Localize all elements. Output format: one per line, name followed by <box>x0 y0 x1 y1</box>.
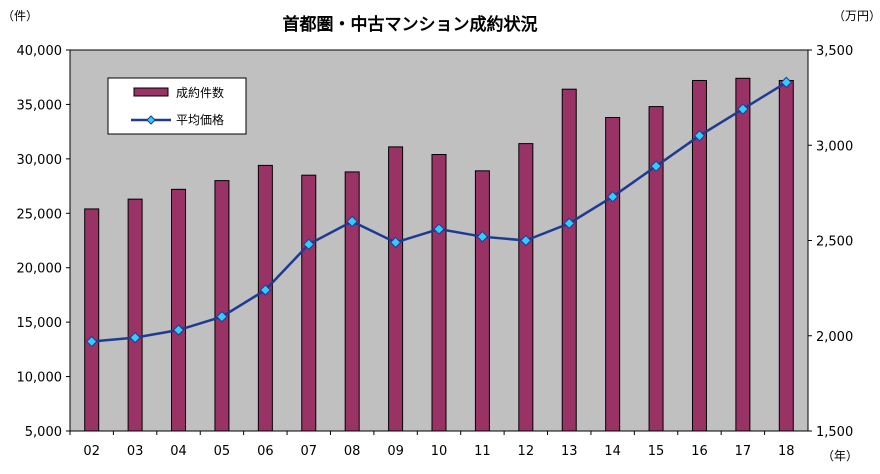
price-point <box>520 234 532 247</box>
x-tick-label: 05 <box>214 444 231 459</box>
price-point <box>563 217 575 230</box>
left-tick-label: 30,000 <box>17 153 63 168</box>
bar <box>301 174 317 432</box>
x-tick-label: 08 <box>344 444 361 459</box>
price-point <box>693 130 706 142</box>
bar <box>778 79 794 432</box>
left-tick-label: 25,000 <box>17 207 63 222</box>
price-point <box>129 331 141 344</box>
left-tick-label: 35,000 <box>17 98 63 113</box>
bar <box>84 208 100 432</box>
price-point <box>172 324 185 336</box>
price-point <box>606 190 619 203</box>
price-point <box>650 160 662 172</box>
bar <box>127 198 143 432</box>
price-point <box>346 215 358 228</box>
bar <box>344 171 360 432</box>
bar <box>691 79 707 432</box>
bar <box>561 88 577 432</box>
legend-label-bars: 成約件数 <box>176 85 224 100</box>
price-point <box>389 236 402 249</box>
x-tick-label: 02 <box>83 444 100 459</box>
legend-label-line: 平均価格 <box>176 112 224 127</box>
bar <box>605 116 621 432</box>
legend: 成約件数 平均価格 <box>107 77 247 135</box>
x-tick-label: 11 <box>474 444 491 459</box>
price-point <box>433 223 445 235</box>
right-tick-label: 2,500 <box>816 235 853 250</box>
left-tick-label: 5,000 <box>25 425 62 440</box>
x-tick-label: 17 <box>735 444 752 459</box>
bar <box>735 77 751 432</box>
x-tick-label: 09 <box>387 444 404 459</box>
right-tick-label: 3,500 <box>816 44 853 59</box>
right-tick-label: 1,500 <box>816 425 853 440</box>
x-tick-label: 06 <box>257 444 274 459</box>
price-point <box>85 335 98 348</box>
right-axis-unit: （万円） <box>833 9 880 23</box>
x-tick-label: 15 <box>648 444 665 459</box>
left-tick-label: 20,000 <box>17 262 63 277</box>
bar <box>171 188 187 432</box>
price-point <box>259 284 272 296</box>
x-tick-label: 13 <box>561 444 578 459</box>
x-tick-label: 18 <box>778 444 795 459</box>
x-tick-label: 10 <box>431 444 448 459</box>
line-series <box>85 76 793 348</box>
left-tick-label: 10,000 <box>17 371 63 386</box>
bar <box>214 180 230 432</box>
bar <box>648 106 664 432</box>
price-point <box>303 238 315 251</box>
x-axis: 02 03 04 05 06 07 08 09 10 11 12 13 14 15 16 17 18 <box>69 431 795 459</box>
price-point <box>780 76 793 89</box>
left-axis-unit: （件） <box>2 9 38 23</box>
right-tick-label: 2,000 <box>816 330 853 345</box>
bar-series <box>84 77 794 432</box>
price-point <box>737 103 749 115</box>
x-tick-label: 03 <box>127 444 144 459</box>
x-tick-label: 12 <box>518 444 535 459</box>
x-axis-unit: （年） <box>822 449 858 463</box>
x-tick-label: 04 <box>170 444 187 459</box>
legend-box <box>107 77 247 135</box>
left-tick-label: 15,000 <box>17 316 63 331</box>
bar <box>431 154 447 432</box>
right-axis: 1,500 2,000 2,500 3,000 3,500 <box>808 44 853 440</box>
x-tick-label: 16 <box>691 444 708 459</box>
bar <box>388 146 404 432</box>
legend-line-marker <box>146 115 156 125</box>
bar <box>257 164 273 432</box>
right-tick-label: 3,000 <box>816 139 853 154</box>
price-point <box>476 230 489 243</box>
legend-bar-swatch <box>133 87 169 97</box>
x-tick-label: 14 <box>604 444 621 459</box>
bar <box>474 170 490 432</box>
price-point <box>216 310 228 323</box>
left-axis: 5,000 10,000 15,000 20,000 25,000 30,000 35,00… <box>17 44 70 440</box>
bar <box>518 143 534 432</box>
chart-title: 首都圏・中古マンション成約状況 <box>283 14 538 35</box>
left-tick-label: 40,000 <box>17 44 63 59</box>
x-tick-label: 07 <box>300 444 317 459</box>
